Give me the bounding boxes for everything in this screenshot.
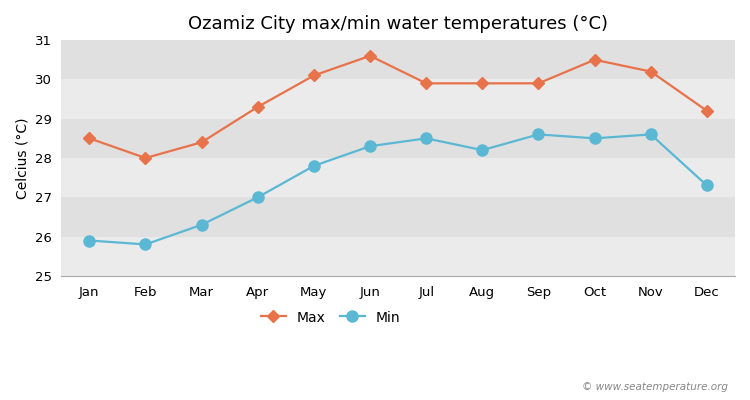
Max [197,140,206,145]
Min [365,144,374,149]
Max [365,54,374,58]
Y-axis label: Celcius (°C): Celcius (°C) [15,117,29,199]
Max [534,81,543,86]
Max [590,57,599,62]
Max [310,73,319,78]
Legend: Max, Min: Max, Min [256,305,406,330]
Max [478,81,487,86]
Bar [62,119,735,158]
Line: Max: Max [86,52,711,162]
Bar [62,80,735,119]
Max [85,136,94,141]
Bar [62,236,735,276]
Min [197,222,206,227]
Min [590,136,599,141]
Max [254,104,262,109]
Text: © www.seatemperature.org: © www.seatemperature.org [581,382,728,392]
Min [703,183,712,188]
Min [478,148,487,152]
Min [85,238,94,243]
Title: Ozamiz City max/min water temperatures (°C): Ozamiz City max/min water temperatures (… [188,15,608,33]
Min [646,132,656,137]
Max [422,81,430,86]
Bar [62,40,735,80]
Bar [62,197,735,236]
Min [141,242,150,247]
Max [141,156,150,160]
Bar [62,158,735,197]
Min [534,132,543,137]
Min [254,195,262,200]
Min [422,136,430,141]
Max [646,69,656,74]
Line: Min: Min [84,129,712,250]
Max [703,108,712,113]
Min [310,164,319,168]
